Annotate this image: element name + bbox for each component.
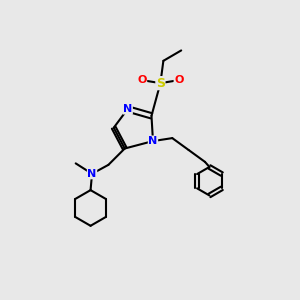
Text: S: S: [156, 76, 165, 90]
Text: N: N: [87, 169, 97, 179]
Text: O: O: [137, 75, 147, 85]
Text: N: N: [123, 104, 132, 114]
Text: O: O: [174, 75, 184, 85]
Text: N: N: [148, 136, 158, 146]
